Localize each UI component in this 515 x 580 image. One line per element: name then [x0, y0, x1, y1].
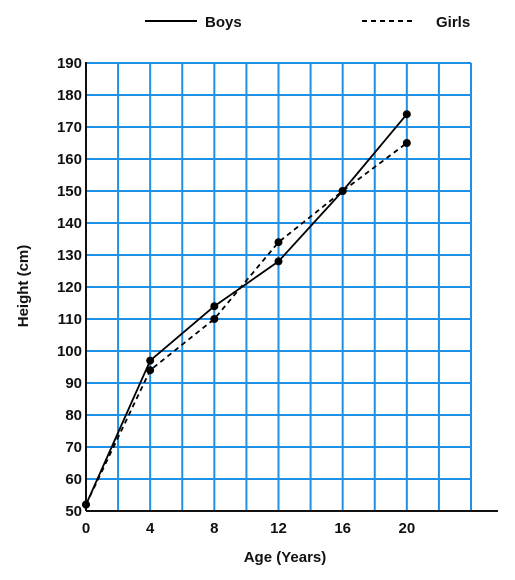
tick-labels: 5060708090100110120130140150160170180190…: [57, 55, 415, 537]
legend: Boys Girls: [145, 14, 470, 31]
y-tick-label: 120: [57, 279, 82, 296]
data-point-girls: [338, 187, 347, 195]
axes: [85, 62, 498, 512]
data-point-girls: [274, 238, 283, 247]
y-tick-label: 150: [57, 183, 82, 200]
x-tick-label: 20: [398, 520, 415, 537]
data-point-boys: [402, 110, 411, 119]
y-tick-label: 80: [65, 407, 82, 424]
data-point-boys: [274, 257, 283, 266]
y-tick-label: 110: [58, 311, 82, 328]
data-point-boys: [210, 302, 219, 311]
data-point-girls: [82, 500, 90, 509]
x-tick-label: 16: [334, 520, 351, 537]
y-axis-title: Height (cm): [15, 245, 32, 328]
x-tick-label: 4: [146, 520, 155, 537]
series-line-boys: [85, 113, 408, 505]
grid: [86, 62, 472, 511]
y-tick-label: 130: [57, 247, 82, 264]
series-girls: [82, 139, 411, 509]
y-tick-label: 170: [57, 119, 82, 136]
y-tick-label: 180: [57, 87, 82, 104]
y-tick-label: 60: [65, 471, 82, 488]
legend-label-boys: Boys: [205, 14, 242, 31]
y-tick-label: 90: [65, 375, 82, 392]
x-tick-label: 8: [210, 520, 218, 537]
x-axis-title: Age (Years): [244, 549, 327, 566]
data-point-girls: [210, 315, 219, 323]
x-tick-label: 12: [270, 520, 287, 537]
y-tick-label: 70: [65, 439, 82, 456]
y-tick-label: 50: [65, 503, 82, 520]
y-tick-label: 160: [57, 151, 82, 168]
legend-label-girls: Girls: [436, 14, 470, 31]
data-point-girls: [146, 366, 155, 375]
y-tick-label: 190: [57, 55, 82, 72]
y-tick-label: 100: [57, 343, 82, 360]
y-tick-label: 140: [57, 215, 82, 232]
x-tick-label: 0: [82, 520, 90, 537]
data-point-boys: [146, 356, 155, 365]
series-layer: [82, 110, 411, 509]
series-line-girls: [85, 142, 408, 505]
data-point-girls: [402, 139, 411, 147]
